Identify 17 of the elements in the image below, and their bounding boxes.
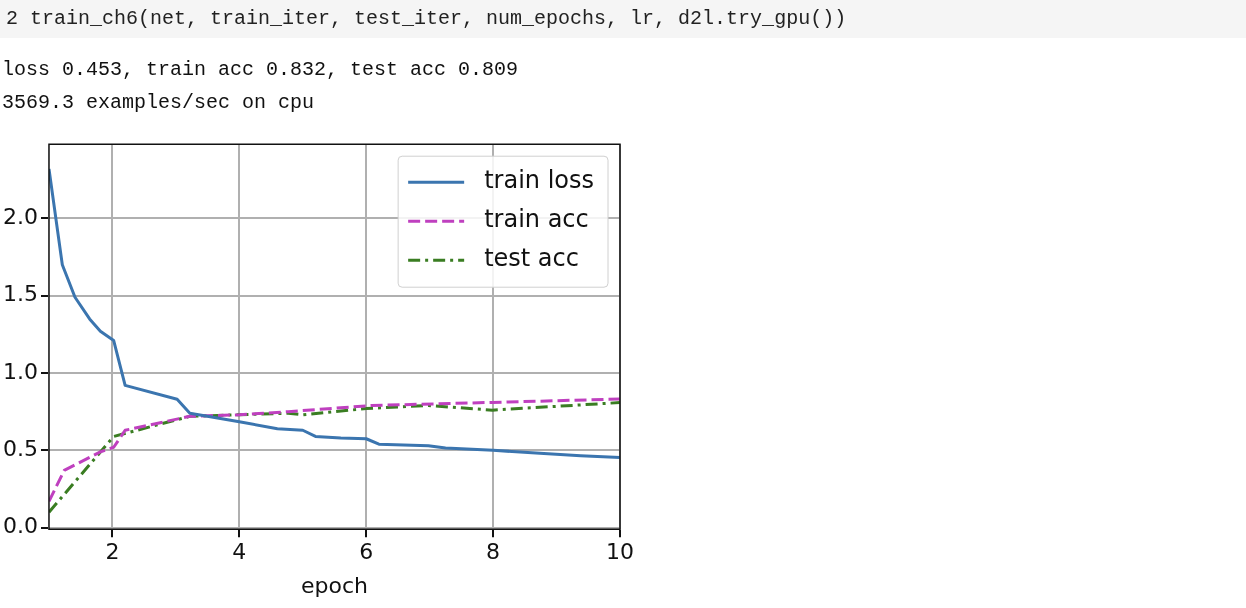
text: 2 train_ch6(net, train_iter, test_iter, num_epochs, lr, d2l.try_gpu()) — [0, 0, 1246, 38]
legend-label: train loss — [484, 166, 595, 195]
text: loss 0.453, train acc 0.832, test acc 0.809 — [2, 58, 519, 81]
y-tick-label: 1.5 — [2, 281, 38, 307]
y-tick-label: 0.5 — [2, 436, 38, 462]
y-tick-label: 2.0 — [2, 204, 38, 230]
legend-label: test acc — [484, 244, 579, 273]
x-tick-label: 2 — [105, 539, 120, 565]
x-tick-label: 6 — [359, 539, 374, 565]
y-tick-label: 1.0 — [2, 358, 38, 384]
y-tick-label: 0.0 — [2, 513, 38, 539]
x-axis-title: epoch — [300, 572, 368, 598]
legend-label: train acc — [484, 205, 589, 234]
text: 3569.3 examples/sec on cpu — [2, 91, 315, 114]
x-tick-label: 8 — [486, 539, 501, 565]
x-tick-label: 10 — [606, 539, 634, 565]
x-tick-label: 4 — [232, 539, 247, 565]
